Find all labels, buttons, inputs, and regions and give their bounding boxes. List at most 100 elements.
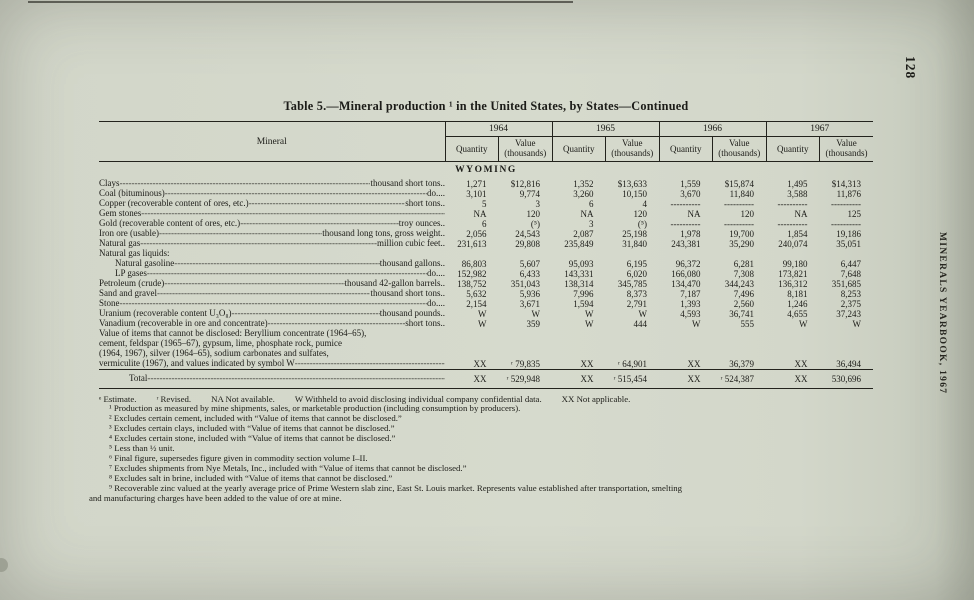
data-cell: 3,671 [519,298,540,309]
data-cell: 7,187 [680,288,701,299]
data-cell: XX [659,368,713,389]
footnote: ³ Excludes certain clays, included with … [109,423,395,434]
data-cell: 9,774 [519,189,540,199]
leader-dashes [147,374,445,384]
data-cell: 138,314 [564,278,594,289]
data-cell: 8,373 [626,288,647,299]
leader-dashes [147,269,427,279]
value-label: Value [729,138,750,148]
data-cell: 7,308 [733,268,754,279]
row-label: Vanadium (recoverable in ore and concent… [99,319,445,329]
table-row: Copper (recoverable content of ores, etc… [99,199,873,209]
data-cell: 1,393 [680,298,701,309]
label-text: Stone [99,298,120,308]
label-text: Total [129,372,148,383]
data-cell: W [638,308,648,319]
data-cell: W [585,318,594,329]
data-cell: 4,655 [787,308,808,319]
data-cell: 31,840 [622,239,647,249]
data-cell: 530,696 [819,368,873,389]
data-cell: 240,074 [778,239,808,249]
leader-dashes [157,289,371,299]
label-text: Gem stones [99,209,142,219]
value-unit-label: (thousands) [718,147,761,158]
data-cell: 351,685 [831,278,861,289]
unit-text: thousand short tons.. [370,179,445,189]
data-cell: ---------- [777,219,808,229]
unit-text: thousand short tons.. [370,288,445,298]
footnote: and manufacturing charges have been adde… [89,492,342,503]
data-cell: 3 [589,219,594,229]
data-cell: W [852,318,862,329]
data-cell: 5,632 [466,288,487,299]
data-cell: XX [766,368,820,389]
footnote: ² Excludes certain cement, included with… [109,413,402,424]
header-year-row: Mineral 1964 1965 1966 1967 [99,121,873,162]
data-cell: 1,854 [787,229,808,239]
col-header-year-1964: 1964 [444,121,552,137]
data-cell: 29,808 [515,239,540,249]
data-cell [606,249,660,259]
leader-dashes [165,189,427,199]
data-cell: 7,996 [573,288,594,299]
data-cell: ---------- [831,219,861,229]
table-row: Iron ore (usable) thousand long tons, gro… [99,229,873,239]
data-cell: 2,375 [840,298,861,309]
footnote: ⁴ Excludes certain stone, included with … [109,433,396,444]
label-text: Iron ore (usable) [99,229,159,239]
unit-text: million cubic feet.. [377,239,445,249]
data-cell: 166,080 [671,268,701,279]
data-cell: 86,803 [461,258,487,269]
data-cell: W [692,318,701,329]
legend-item: W Withheld to avoid disclosing individua… [294,393,542,404]
col-header-value: Value (thousands) [819,136,873,162]
col-header-year-1967: 1967 [765,121,873,137]
leader-dashes [159,229,322,239]
data-cell: 125 [847,209,862,219]
data-cell: ---------- [724,219,754,229]
data-cell: 2,087 [573,229,594,239]
col-header-mineral: Mineral [99,121,445,162]
table-title: Table 5.—Mineral production ¹ in the Uni… [283,99,689,113]
data-cell: 344,243 [724,278,754,289]
scan-artifact-top-edge [28,1,573,3]
footnote: ⁶ Final figure, supersedes figure given … [109,452,368,463]
data-cell: $13,633 [617,179,647,189]
table-row: LP gases do.... 152,982 6,433 143,331 6,020 16… [99,269,873,279]
data-cell: 2,791 [626,298,647,309]
value-unit-label: (thousands) [611,147,654,158]
data-cell: 10,150 [622,189,647,199]
data-cell [659,249,713,259]
data-cell: 555 [740,318,755,329]
col-header-year-1966: 1966 [658,121,766,137]
data-cell: W [478,308,487,319]
data-cell: 1,271 [466,179,487,189]
data-cell: XX [794,358,808,369]
table-row: Vanadium (recoverable in ore and concent… [99,319,873,329]
leader-dashes [249,199,406,209]
data-cell: 6,195 [626,258,647,269]
label-text: Petroleum (crude) [99,278,165,288]
unit-text: troy ounces.. [398,219,445,229]
table-row: Value of items that cannot be disclosed:… [99,329,873,369]
data-cell: 120 [740,209,755,219]
data-cell: 4 [642,199,648,209]
data-cell: 1,978 [680,229,701,239]
data-cell: 35,051 [836,239,861,249]
data-cell: W [585,308,594,319]
table-row: Natural gas million cubic feet.. 231,613 29… [99,239,873,249]
label-text: Sand and gravel [99,288,157,298]
data-cell: 6,020 [626,268,647,279]
row-label: Natural gas million cubic feet.. [99,239,445,249]
data-cell: 7,496 [733,288,754,299]
data-cell: 99,180 [782,258,808,269]
data-cell: 6,447 [840,258,861,269]
table-row: Sand and gravel thousand short tons.. 5,63… [99,289,873,299]
data-cell [445,249,499,259]
row-label: Clays thousand short tons.. [99,179,445,189]
data-cell: XX [445,368,499,389]
data-cell: 24,543 [515,229,540,239]
footnote: ¹ Production as measured by mine shipmen… [109,403,521,414]
data-cell: 6 [589,199,594,209]
